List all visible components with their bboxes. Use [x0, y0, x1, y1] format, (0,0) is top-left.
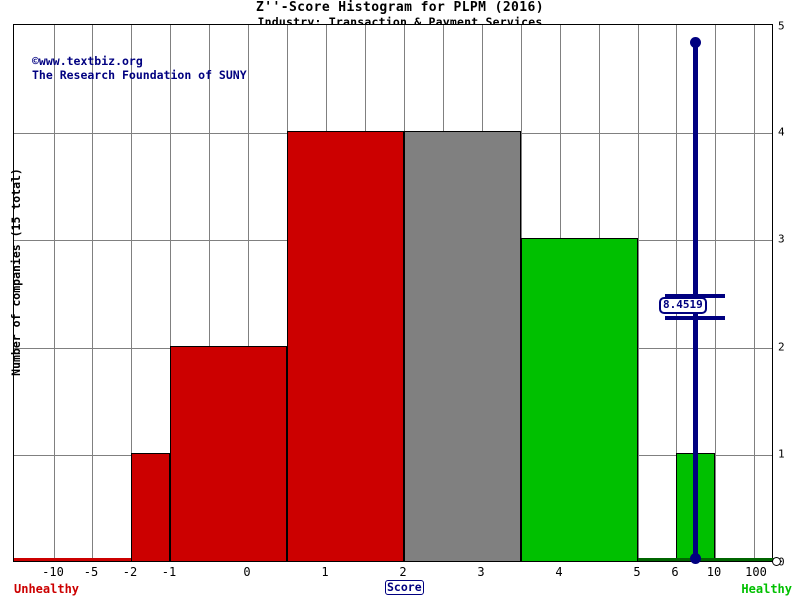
watermark-line-2: The Research Foundation of SUNY [32, 68, 247, 82]
gridline-vertical [676, 25, 677, 561]
gridline-vertical [248, 25, 249, 561]
zone-strip-healthy [638, 558, 774, 561]
histogram-bar [404, 131, 521, 561]
x-tick-label: 10 [706, 565, 722, 579]
x-tick-label: 3 [477, 565, 485, 579]
gridline-vertical [209, 25, 210, 561]
x-tick-label: 0 [243, 565, 251, 579]
gridline-vertical [92, 25, 93, 561]
x-tick-label: -2 [122, 565, 138, 579]
gridline-vertical [131, 25, 132, 561]
gridline-vertical [638, 25, 639, 561]
axis-end-circle-icon [772, 557, 781, 566]
watermark: ©www.textbiz.org The Research Foundation… [32, 54, 247, 82]
page-title: Z''-Score Histogram for PLPM (2016) [256, 0, 544, 15]
histogram-bar [131, 453, 170, 561]
watermark-line-1: ©www.textbiz.org [32, 54, 143, 68]
gridline-vertical [54, 25, 55, 561]
y-axis-label: Number of companies (15 total) [9, 168, 23, 376]
y-tick-label: 0 [778, 555, 785, 569]
histogram-bar [521, 238, 638, 561]
gridline-vertical [754, 25, 755, 561]
x-tick-label: -5 [83, 565, 99, 579]
y-tick-label: 5 [778, 19, 785, 33]
zone-strip-unhealthy [14, 558, 131, 561]
x-tick-label: 6 [671, 565, 679, 579]
x-tick-label: 5 [633, 565, 641, 579]
y-tick-label: 3 [778, 232, 785, 246]
gridline-vertical [715, 25, 716, 561]
score-marker-cap-top [690, 37, 701, 48]
histogram-bar [170, 346, 287, 561]
y-tick-label: 2 [778, 340, 785, 354]
score-value-badge: 8.4519 [659, 297, 707, 314]
zone-label-healthy: Healthy [741, 582, 792, 596]
zone-label-unhealthy: Unhealthy [14, 582, 80, 596]
histogram-bar [287, 131, 404, 561]
x-tick-label: 1 [321, 565, 329, 579]
gridline-vertical [170, 25, 171, 561]
x-axis-label: Score [385, 580, 424, 595]
y-tick-label: 4 [778, 125, 785, 139]
x-tick-label: 100 [745, 565, 767, 579]
score-marker-bracket-top [665, 294, 725, 298]
score-marker-cap-bottom [690, 553, 701, 564]
y-tick-label: 1 [778, 447, 785, 461]
x-tick-label: -10 [42, 565, 64, 579]
x-tick-label: 4 [555, 565, 563, 579]
x-tick-label: -1 [161, 565, 177, 579]
histogram-plot-area: 8.4519 ©www.textbiz.org The Research Fou… [13, 24, 774, 564]
score-marker-bracket-bottom [665, 316, 725, 320]
x-tick-label: 2 [399, 565, 407, 579]
